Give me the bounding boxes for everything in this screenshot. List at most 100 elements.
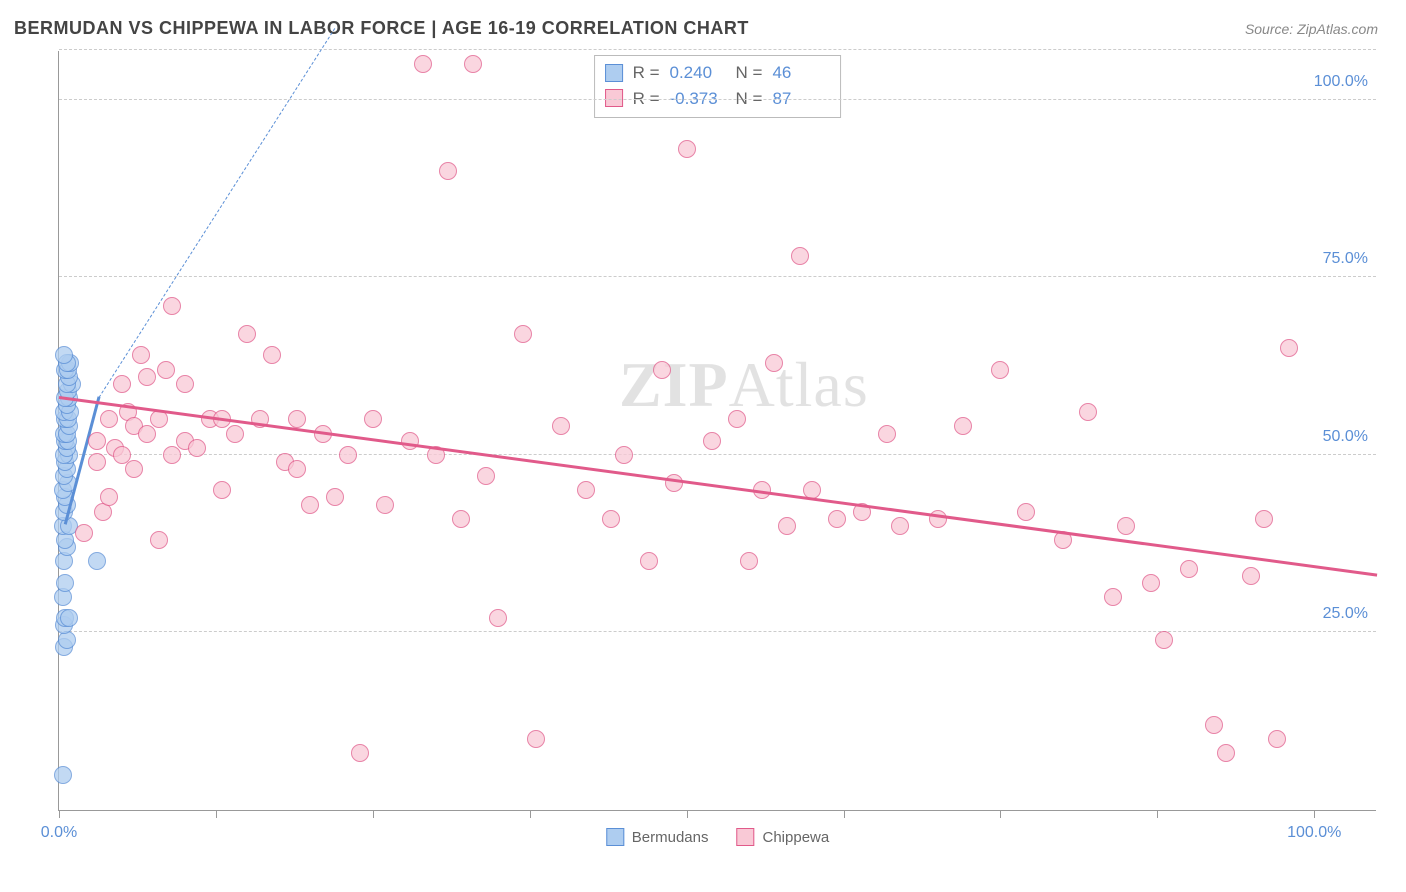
series-swatch xyxy=(605,64,623,82)
data-point xyxy=(1255,510,1273,528)
correlation-stats-box: R =0.240N =46R =-0.373N =87 xyxy=(594,55,842,118)
data-point xyxy=(163,297,181,315)
data-point xyxy=(728,410,746,428)
data-point xyxy=(1079,403,1097,421)
data-point xyxy=(339,446,357,464)
data-point xyxy=(226,425,244,443)
data-point xyxy=(1142,574,1160,592)
data-point xyxy=(238,325,256,343)
chart-title: BERMUDAN VS CHIPPEWA IN LABOR FORCE | AG… xyxy=(14,18,749,39)
data-point xyxy=(138,425,156,443)
data-point xyxy=(640,552,658,570)
chart-header: BERMUDAN VS CHIPPEWA IN LABOR FORCE | AG… xyxy=(0,0,1406,51)
data-point xyxy=(88,453,106,471)
x-tick xyxy=(373,810,374,818)
y-tick-label: 75.0% xyxy=(1323,250,1368,268)
data-point xyxy=(188,439,206,457)
watermark: ZIPAtlas xyxy=(619,348,869,422)
data-point xyxy=(263,346,281,364)
data-point xyxy=(1205,716,1223,734)
data-point xyxy=(703,432,721,450)
data-point xyxy=(288,410,306,428)
data-point xyxy=(740,552,758,570)
n-value: 46 xyxy=(772,60,828,86)
legend-label: Bermudans xyxy=(632,829,709,846)
data-point xyxy=(1155,631,1173,649)
data-point xyxy=(326,488,344,506)
x-tick-label: 100.0% xyxy=(1287,824,1341,842)
data-point xyxy=(891,517,909,535)
data-point xyxy=(929,510,947,528)
trend-extrapolation xyxy=(99,28,336,398)
y-tick-label: 50.0% xyxy=(1323,428,1368,446)
data-point xyxy=(150,410,168,428)
r-value: 0.240 xyxy=(670,60,726,86)
data-point xyxy=(163,446,181,464)
data-point xyxy=(60,609,78,627)
x-tick xyxy=(1314,810,1315,818)
y-tick-label: 25.0% xyxy=(1323,605,1368,623)
data-point xyxy=(878,425,896,443)
legend-swatch xyxy=(606,828,624,846)
chart-legend: Bermudans Chippewa xyxy=(606,828,829,846)
data-point xyxy=(100,410,118,428)
data-point xyxy=(1268,730,1286,748)
trend-line xyxy=(59,396,1377,576)
x-tick xyxy=(1000,810,1001,818)
data-point xyxy=(351,744,369,762)
data-point xyxy=(157,361,175,379)
r-label: R = xyxy=(633,60,660,86)
legend-label: Chippewa xyxy=(763,829,830,846)
data-point xyxy=(54,766,72,784)
x-tick xyxy=(216,810,217,818)
n-label: N = xyxy=(736,60,763,86)
data-point xyxy=(653,361,671,379)
data-point xyxy=(514,325,532,343)
source-attribution: Source: ZipAtlas.com xyxy=(1245,21,1378,37)
data-point xyxy=(150,531,168,549)
data-point xyxy=(55,346,73,364)
data-point xyxy=(1117,517,1135,535)
data-point xyxy=(376,496,394,514)
scatter-plot: ZIPAtlas R =0.240N =46R =-0.373N =87 Ber… xyxy=(58,51,1376,811)
data-point xyxy=(828,510,846,528)
data-point xyxy=(1104,588,1122,606)
data-point xyxy=(138,368,156,386)
data-point xyxy=(364,410,382,428)
data-point xyxy=(477,467,495,485)
x-tick xyxy=(844,810,845,818)
data-point xyxy=(288,460,306,478)
data-point xyxy=(1017,503,1035,521)
x-tick xyxy=(59,810,60,818)
y-tick-label: 100.0% xyxy=(1314,73,1368,91)
legend-swatch xyxy=(737,828,755,846)
data-point xyxy=(552,417,570,435)
data-point xyxy=(1180,560,1198,578)
data-point xyxy=(602,510,620,528)
data-point xyxy=(401,432,419,450)
data-point xyxy=(527,730,545,748)
data-point xyxy=(1280,339,1298,357)
data-point xyxy=(113,375,131,393)
data-point xyxy=(464,55,482,73)
gridline xyxy=(59,99,1376,100)
data-point xyxy=(213,481,231,499)
data-point xyxy=(88,552,106,570)
data-point xyxy=(301,496,319,514)
data-point xyxy=(1217,744,1235,762)
data-point xyxy=(765,354,783,372)
x-tick xyxy=(687,810,688,818)
data-point xyxy=(176,375,194,393)
x-tick-label: 0.0% xyxy=(41,824,77,842)
data-point xyxy=(75,524,93,542)
gridline xyxy=(59,454,1376,455)
x-tick xyxy=(530,810,531,818)
data-point xyxy=(88,432,106,450)
x-tick xyxy=(1157,810,1158,818)
data-point xyxy=(489,609,507,627)
data-point xyxy=(125,460,143,478)
data-point xyxy=(791,247,809,265)
data-point xyxy=(778,517,796,535)
legend-item: Bermudans xyxy=(606,828,709,846)
data-point xyxy=(132,346,150,364)
